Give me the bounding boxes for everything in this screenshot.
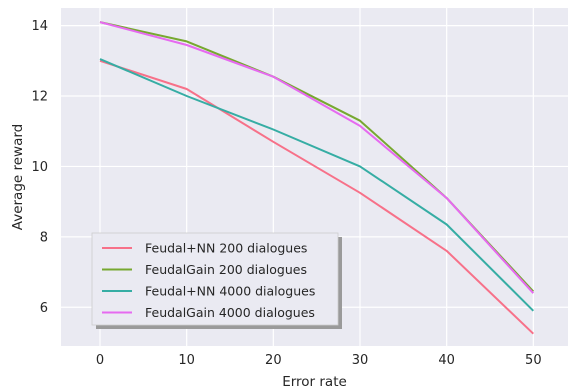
legend-label: FeudalGain 4000 dialogues <box>145 305 315 320</box>
legend-label: Feudal+NN 200 dialogues <box>145 241 307 256</box>
tick-labels: 0 10 20 30 40 50 6 8 10 12 14 <box>31 19 541 368</box>
legend: Feudal+NN 200 dialogues FeudalGain 200 di… <box>91 232 342 329</box>
series-lines <box>99 21 535 335</box>
series-line-3 <box>99 58 535 312</box>
y-tick-label: 10 <box>31 160 48 175</box>
legend-box <box>91 232 339 326</box>
x-tick-label: 40 <box>438 353 455 368</box>
x-tick-label: 10 <box>178 353 195 368</box>
y-tick-label: 14 <box>31 19 48 34</box>
series-line-1 <box>99 59 534 335</box>
y-tick-label: 6 <box>40 301 48 316</box>
series-line-4 <box>99 21 535 294</box>
x-tick-label: 20 <box>265 353 282 368</box>
y-tick-label: 8 <box>40 230 48 245</box>
y-axis-label: Average reward <box>10 124 26 230</box>
x-tick-label: 30 <box>352 353 369 368</box>
legend-label: Feudal+NN 4000 dialogues <box>145 284 315 299</box>
legend-label: FeudalGain 200 dialogues <box>145 262 307 277</box>
x-axis-label: Error rate <box>282 374 347 390</box>
x-tick-label: 0 <box>96 353 104 368</box>
y-tick-label: 12 <box>31 90 48 105</box>
x-tick-label: 50 <box>525 353 542 368</box>
legend-entries: Feudal+NN 200 dialogues FeudalGain 200 di… <box>102 241 315 320</box>
